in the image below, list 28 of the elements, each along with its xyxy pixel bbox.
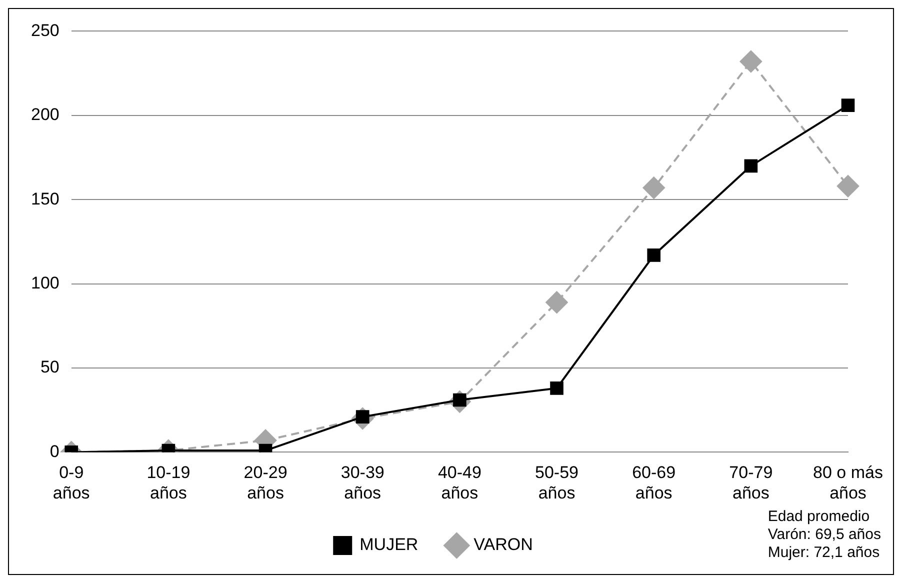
y-tick-label: 200 xyxy=(30,105,60,124)
y-tick-label: 150 xyxy=(30,189,60,208)
y-tick-label: 50 xyxy=(40,358,60,377)
legend-label: VARON xyxy=(474,535,533,554)
x-tick-label: 70-79 años xyxy=(729,463,773,502)
point xyxy=(837,175,859,198)
x-tick-label: 60-69 años xyxy=(632,463,676,502)
point xyxy=(841,98,855,112)
x-tick-label: 80 o más años xyxy=(813,463,883,502)
point xyxy=(740,50,762,73)
text: Varón: 69,5 años xyxy=(768,526,881,544)
text: Edad promedio xyxy=(768,508,871,526)
x-tick-label: 50-59 años xyxy=(535,463,579,502)
point xyxy=(744,159,758,173)
y-tick-label: 0 xyxy=(50,442,60,461)
y-tick-label: 100 xyxy=(30,273,60,292)
x-tick-label: 40-49 años xyxy=(438,463,482,502)
point xyxy=(642,176,665,199)
text: Mujer: 72,1 años xyxy=(768,544,881,562)
point xyxy=(546,291,568,314)
x-tick-label: 10-19 años xyxy=(146,463,190,502)
legend-label: MUJER xyxy=(360,535,418,554)
x-tick-label: 30-39 años xyxy=(340,463,384,502)
point xyxy=(647,248,660,262)
y-tick-label: 250 xyxy=(30,20,60,40)
point xyxy=(550,382,564,395)
x-tick-label: 20-29 años xyxy=(244,463,288,502)
x-tick-label: 0-9 años xyxy=(52,463,90,502)
